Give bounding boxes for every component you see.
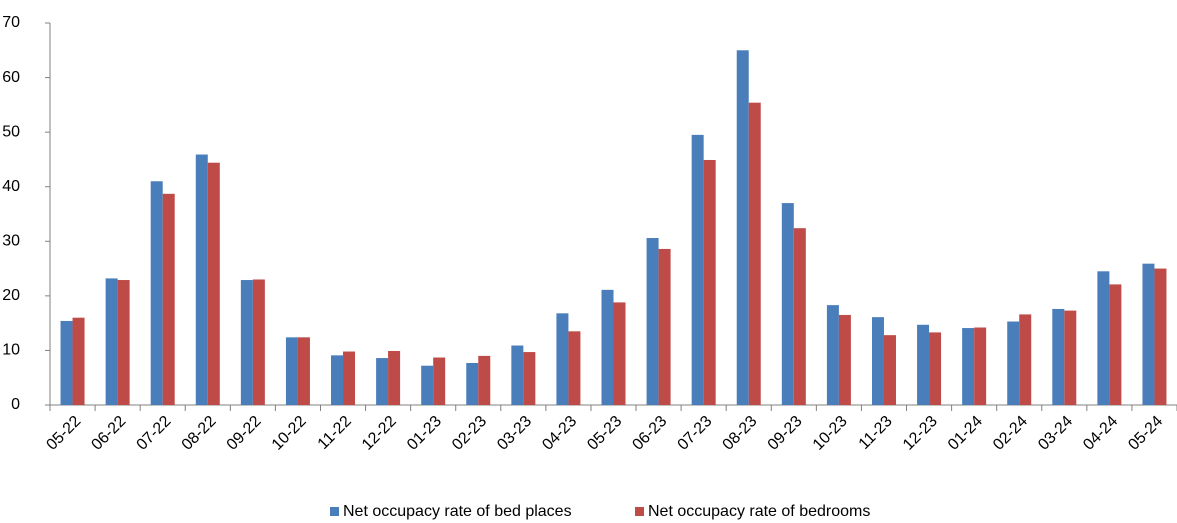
x-tick-label: 05-22 — [43, 413, 84, 454]
bar — [736, 50, 749, 406]
x-tick-label: 06-23 — [629, 413, 670, 454]
bar — [793, 228, 806, 405]
x-tick-label: 11-22 — [315, 413, 355, 453]
bar — [1097, 271, 1110, 405]
legend-swatch — [635, 507, 644, 516]
bar — [207, 162, 220, 405]
x-tick-label: 12-23 — [900, 413, 941, 454]
bar — [1052, 308, 1065, 405]
bar — [871, 317, 884, 405]
bar — [703, 159, 716, 405]
bar — [556, 313, 569, 405]
y-tick-label: 60 — [2, 69, 20, 86]
x-tick-label: 11-23 — [856, 413, 896, 453]
x-tick-label: 07-22 — [134, 413, 175, 454]
bar — [691, 134, 704, 405]
bar — [1007, 321, 1020, 405]
bar — [962, 328, 975, 405]
bar — [781, 203, 794, 405]
bar — [511, 345, 524, 405]
bar — [117, 280, 130, 405]
bar — [601, 289, 614, 405]
x-tick-label: 12-22 — [359, 413, 400, 454]
y-tick-label: 0 — [11, 396, 20, 413]
bar — [1109, 284, 1122, 405]
x-tick-label: 01-24 — [945, 413, 986, 454]
bar — [748, 102, 761, 405]
x-tick-label: 04-24 — [1080, 413, 1121, 454]
y-tick-label: 30 — [2, 233, 20, 250]
bar — [523, 352, 536, 405]
x-tick-label: 09-22 — [224, 413, 265, 454]
bar — [331, 355, 344, 405]
bar — [974, 327, 987, 405]
bar — [388, 350, 401, 405]
bar — [1154, 268, 1167, 405]
x-tick-label: 10-22 — [269, 413, 310, 454]
x-tick-label: 10-23 — [810, 413, 851, 454]
bar — [646, 238, 659, 405]
x-tick-label: 05-23 — [584, 413, 625, 454]
bar — [826, 305, 839, 405]
bar — [285, 337, 298, 405]
bar — [421, 365, 434, 405]
x-tick-label: 02-23 — [449, 413, 490, 454]
x-tick-label: 08-23 — [720, 413, 761, 454]
x-tick-label: 06-22 — [88, 413, 129, 454]
bar — [297, 337, 310, 405]
y-tick-label: 10 — [2, 342, 20, 359]
legend-label: Net occupacy rate of bed places — [343, 503, 572, 520]
legend-label: Net occupacy rate of bedrooms — [648, 503, 870, 520]
bar — [658, 248, 671, 405]
bar — [195, 154, 208, 405]
bar — [1019, 314, 1032, 405]
bar — [929, 332, 942, 405]
bar — [252, 279, 265, 405]
x-tick-label: 04-23 — [539, 413, 580, 454]
bar — [240, 280, 253, 405]
y-tick-label: 50 — [2, 123, 20, 140]
bar — [162, 193, 175, 405]
bar — [72, 317, 85, 405]
bar — [60, 320, 73, 405]
bar — [478, 355, 491, 405]
bar — [150, 181, 163, 405]
bar — [838, 314, 851, 405]
legend-swatch — [330, 507, 339, 516]
bar — [568, 331, 581, 405]
bar — [105, 278, 118, 405]
y-tick-label: 20 — [2, 287, 20, 304]
bar — [376, 358, 389, 405]
x-tick-label: 01-23 — [404, 413, 445, 454]
x-tick-label: 03-24 — [1035, 413, 1076, 454]
y-tick-label: 70 — [2, 14, 20, 31]
bar — [433, 357, 446, 405]
x-tick-label: 02-24 — [990, 413, 1031, 454]
bar — [466, 362, 479, 405]
bar — [1064, 310, 1077, 405]
x-tick-label: 08-22 — [179, 413, 220, 454]
bar — [613, 302, 626, 405]
y-tick-label: 40 — [2, 178, 20, 195]
x-tick-label: 05-24 — [1125, 413, 1166, 454]
x-tick-label: 07-23 — [675, 413, 716, 454]
x-tick-label: 09-23 — [765, 413, 806, 454]
bar — [917, 324, 930, 405]
bar — [1142, 263, 1155, 405]
bar — [343, 351, 356, 405]
bar — [883, 335, 896, 405]
x-tick-label: 03-23 — [494, 413, 535, 454]
